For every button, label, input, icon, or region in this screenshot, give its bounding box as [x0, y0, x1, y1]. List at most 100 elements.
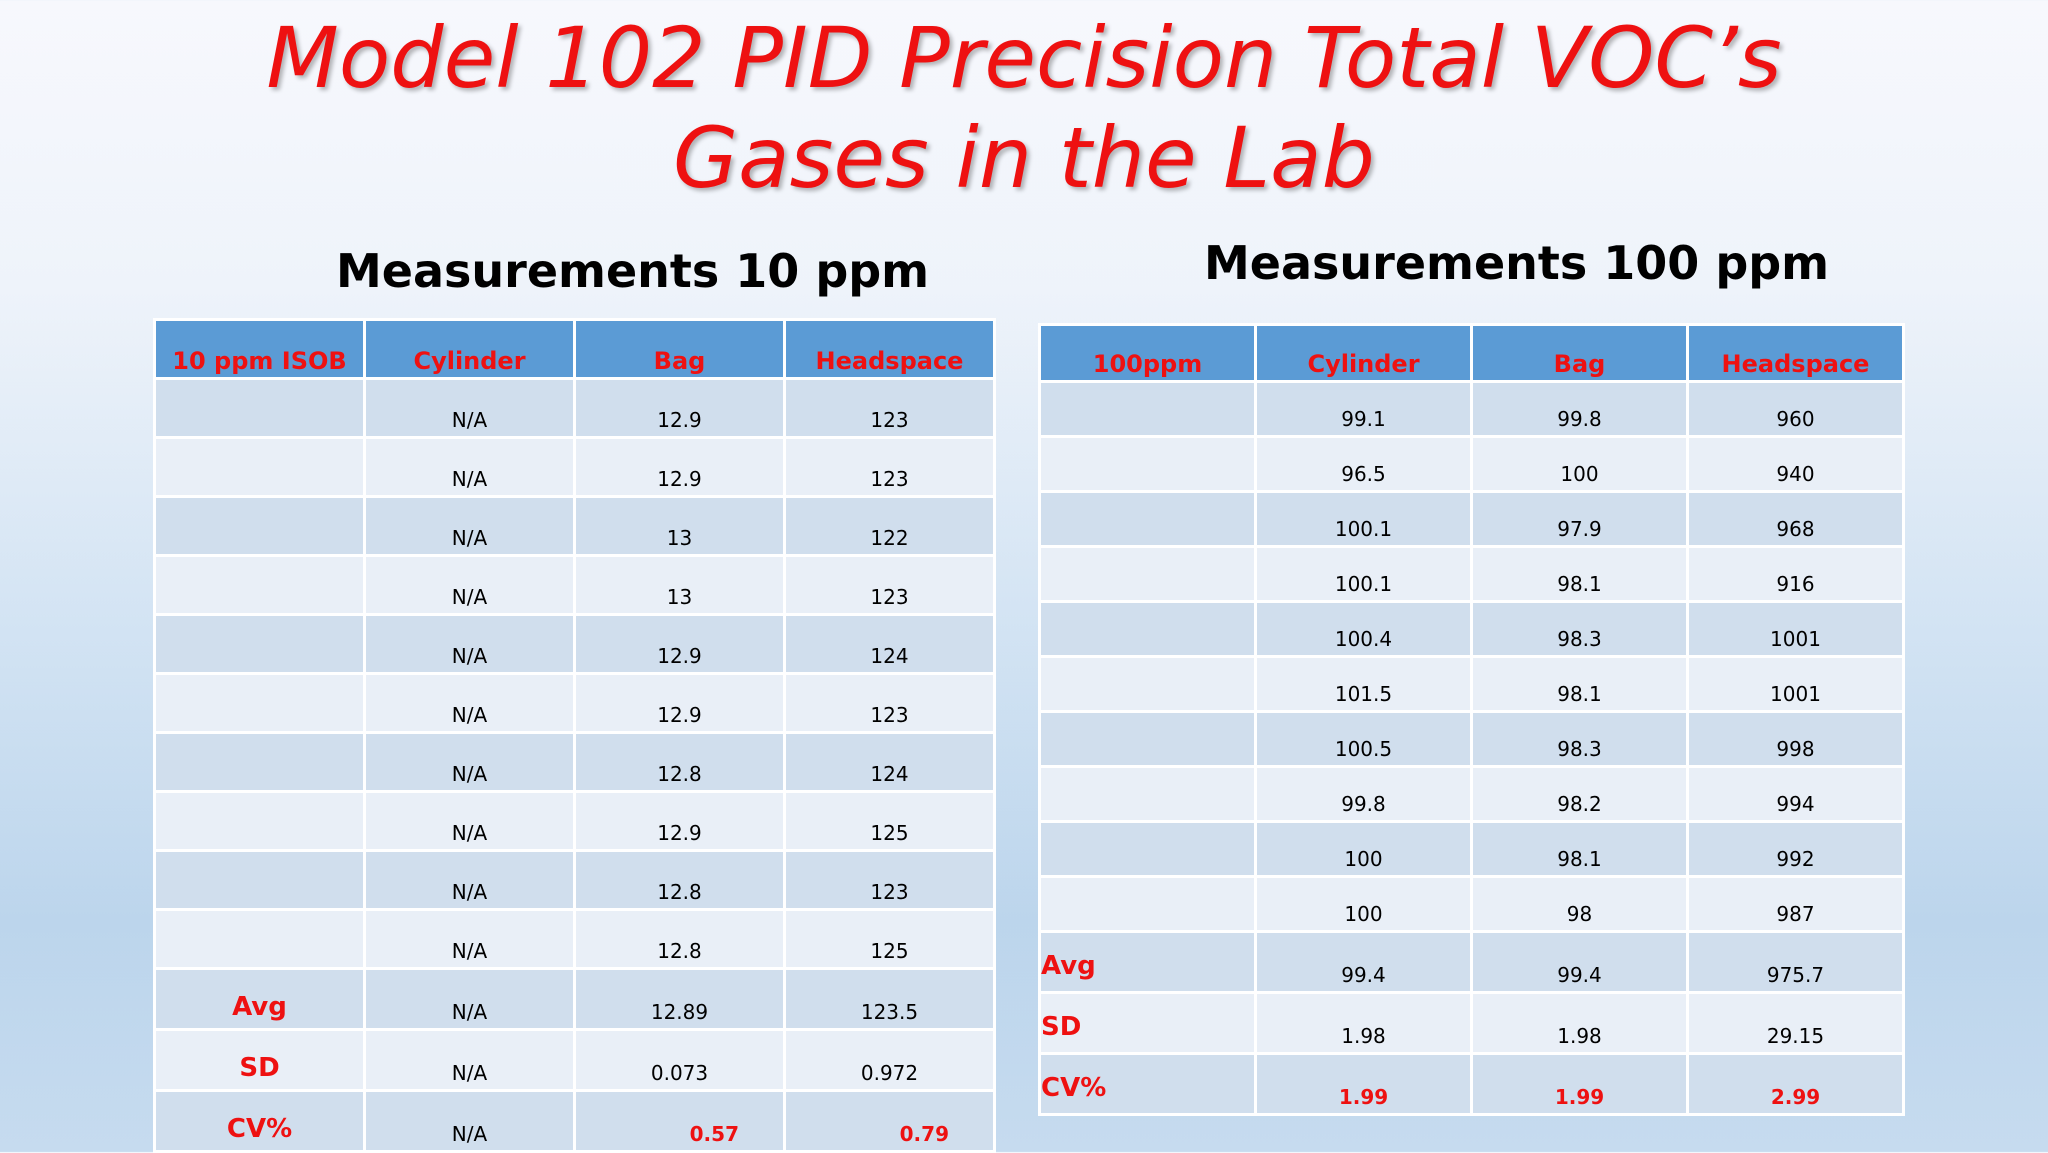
- row-label-cell: [153, 672, 366, 734]
- row-label-cell: [153, 908, 366, 970]
- table-cell: 123: [783, 554, 996, 616]
- column-header: 10 ppm ISOB: [153, 318, 366, 380]
- table-cell: 98.2: [1470, 765, 1689, 823]
- table-100ppm: 100ppm Cylinder Bag Headspace 99.1 99.8 960 96.…: [1038, 323, 1905, 1116]
- row-label-cell: [153, 377, 366, 439]
- row-label-cell: [153, 495, 366, 557]
- table-cell: N/A: [363, 1028, 576, 1092]
- row-label-cell: [1038, 710, 1257, 768]
- table-cell: N/A: [363, 849, 576, 911]
- table-cell: 99.8: [1470, 380, 1689, 438]
- table-row: N/A 12.8 123: [153, 849, 996, 911]
- table-cell: N/A: [363, 672, 576, 734]
- column-header: Bag: [573, 318, 786, 380]
- row-label-cell: [1038, 435, 1257, 493]
- table-cell: 960: [1686, 380, 1905, 438]
- table-cell: 12.89: [573, 967, 786, 1031]
- table-cell: 2.99: [1686, 1052, 1905, 1116]
- row-label-cell: [153, 436, 366, 498]
- table-cell: 99.4: [1254, 930, 1473, 994]
- table-cell: 12.8: [573, 908, 786, 970]
- table-cell: 12.9: [573, 613, 786, 675]
- header-row: 10 ppm ISOB Cylinder Bag Headspace: [153, 318, 996, 380]
- row-label-cell: SD: [1038, 991, 1257, 1055]
- table-row: N/A 12.8 124: [153, 731, 996, 793]
- table-cell: 98.1: [1470, 655, 1689, 713]
- table-cell: 29.15: [1686, 991, 1905, 1055]
- table-cell: 100: [1254, 875, 1473, 933]
- table-cell: 975.7: [1686, 930, 1905, 994]
- table-cell: 916: [1686, 545, 1905, 603]
- table-row: 100 98.1 992: [1038, 820, 1905, 878]
- table-cell: 1.99: [1254, 1052, 1473, 1116]
- table-row: N/A 12.8 125: [153, 908, 996, 970]
- table-cell: 100.5: [1254, 710, 1473, 768]
- table-cell: 12.8: [573, 731, 786, 793]
- table-row: N/A 12.9 124: [153, 613, 996, 675]
- table-cell: 123: [783, 377, 996, 439]
- table-cell: 13: [573, 554, 786, 616]
- table-cell: N/A: [363, 790, 576, 852]
- row-label-cell: [153, 849, 366, 911]
- table-cell: 13: [573, 495, 786, 557]
- table-cell: 0.79: [783, 1089, 996, 1153]
- table-cell: N/A: [363, 613, 576, 675]
- row-label-cell: [1038, 765, 1257, 823]
- column-header: Headspace: [783, 318, 996, 380]
- table-row: N/A 13 122: [153, 495, 996, 557]
- table-row: N/A 12.9 123: [153, 672, 996, 734]
- table-cell: 124: [783, 613, 996, 675]
- table-row: N/A 12.9 123: [153, 436, 996, 498]
- column-header: Cylinder: [1254, 323, 1473, 383]
- table-cell: 98.3: [1470, 710, 1689, 768]
- table-row: 100.1 97.9 968: [1038, 490, 1905, 548]
- row-label-cell: [1038, 490, 1257, 548]
- table-cell: 100: [1254, 820, 1473, 878]
- row-label-cell: [1038, 545, 1257, 603]
- table-row: CV% 1.99 1.99 2.99: [1038, 1052, 1905, 1116]
- row-label-cell: SD: [153, 1028, 366, 1092]
- table-row: 99.1 99.8 960: [1038, 380, 1905, 438]
- row-label-cell: [1038, 380, 1257, 438]
- table-cell: 99.1: [1254, 380, 1473, 438]
- table-cell: 1.98: [1254, 991, 1473, 1055]
- table-cell: 123.5: [783, 967, 996, 1031]
- table-cell: 1.98: [1470, 991, 1689, 1055]
- table-cell: N/A: [363, 731, 576, 793]
- row-label-cell: [153, 554, 366, 616]
- table-row: 101.5 98.1 1001: [1038, 655, 1905, 713]
- table-cell: 0.073: [573, 1028, 786, 1092]
- table-cell: 998: [1686, 710, 1905, 768]
- table-row: 100.1 98.1 916: [1038, 545, 1905, 603]
- table-cell: 99.8: [1254, 765, 1473, 823]
- table-cell: 100.1: [1254, 545, 1473, 603]
- table-cell: 0.57: [573, 1089, 786, 1153]
- table-cell: N/A: [363, 495, 576, 557]
- table-cell: 12.9: [573, 436, 786, 498]
- column-header: 100ppm: [1038, 323, 1257, 383]
- table-row: 99.8 98.2 994: [1038, 765, 1905, 823]
- slide-title-line-1: Model 102 PID Precision Total VOC’s: [266, 9, 1782, 107]
- column-header: Cylinder: [363, 318, 576, 380]
- row-label-cell: CV%: [1038, 1052, 1257, 1116]
- table-cell: 100.1: [1254, 490, 1473, 548]
- table-cell: 1001: [1686, 655, 1905, 713]
- table-row: 100.5 98.3 998: [1038, 710, 1905, 768]
- row-label-cell: [1038, 600, 1257, 658]
- table-cell: 98: [1470, 875, 1689, 933]
- table-row: CV% N/A 0.57 0.79: [153, 1089, 996, 1153]
- table-cell: 124: [783, 731, 996, 793]
- table-cell: 98.1: [1470, 820, 1689, 878]
- table-cell: 1.99: [1470, 1052, 1689, 1116]
- row-label-cell: [1038, 655, 1257, 713]
- table-cell: 12.9: [573, 790, 786, 852]
- table-cell: 98.3: [1470, 600, 1689, 658]
- table-cell: 123: [783, 849, 996, 911]
- table-cell: 0.972: [783, 1028, 996, 1092]
- table-cell: 99.4: [1470, 930, 1689, 994]
- column-header: Bag: [1470, 323, 1689, 383]
- table-cell: 101.5: [1254, 655, 1473, 713]
- table-cell: 122: [783, 495, 996, 557]
- table-cell: 125: [783, 790, 996, 852]
- table-cell: 12.8: [573, 849, 786, 911]
